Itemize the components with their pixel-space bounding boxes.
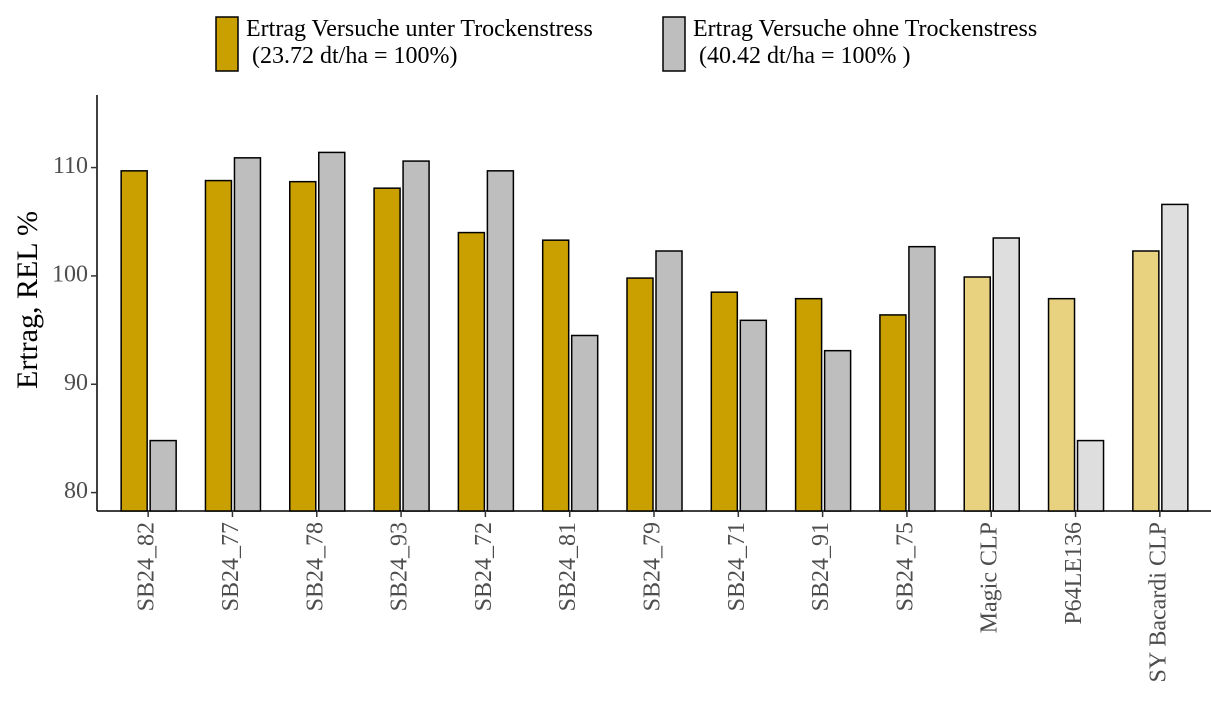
bar — [541, 239, 570, 512]
bar — [963, 276, 991, 512]
bar — [794, 297, 823, 512]
bar — [318, 151, 346, 512]
legend-label: Ertrag Versuche unter Trockenstress (23.7… — [246, 16, 593, 69]
bar — [1161, 203, 1189, 512]
x-tick-label: SB24_91 — [808, 522, 834, 611]
bar — [373, 187, 401, 512]
bar — [570, 334, 599, 512]
x-tick-label: SB24_82 — [134, 522, 160, 611]
bar — [233, 157, 262, 512]
legend-swatch — [662, 16, 686, 72]
bar — [1076, 439, 1105, 512]
bar — [289, 180, 317, 512]
y-tick-label: 100 — [52, 261, 88, 287]
bar — [204, 179, 233, 512]
x-tick-label: SB24_77 — [218, 522, 244, 611]
x-tick-label: SB24_81 — [555, 522, 581, 611]
y-tick-label: 110 — [53, 153, 88, 179]
x-tick-label: P64LE136 — [1061, 522, 1087, 625]
x-tick-label: SB24_71 — [724, 522, 750, 611]
bar — [823, 349, 852, 512]
bar — [149, 439, 177, 512]
y-axis-label: Ertrag, REL % — [11, 211, 44, 389]
y-tick-label: 90 — [64, 370, 88, 396]
x-tick-label: Magic CLP — [977, 522, 1003, 633]
legend-label: Ertrag Versuche ohne Trockenstress (40.42… — [693, 16, 1037, 69]
bar — [1132, 250, 1160, 512]
bar — [402, 160, 430, 512]
bar — [1047, 297, 1076, 512]
legend-swatch — [215, 16, 239, 72]
bar — [879, 314, 907, 512]
bar — [908, 245, 936, 512]
bar — [739, 319, 768, 512]
x-tick-label: SB24_72 — [471, 522, 497, 611]
bar — [457, 231, 486, 512]
bar — [710, 291, 739, 512]
y-tick-label: 80 — [64, 478, 88, 504]
bar — [626, 277, 654, 512]
bar — [486, 170, 515, 512]
x-tick-label: SB24_79 — [640, 522, 666, 611]
x-tick-label: SY Bacardi CLP — [1145, 522, 1171, 682]
bar — [992, 237, 1020, 512]
x-tick-label: SB24_93 — [387, 522, 413, 611]
bar — [120, 170, 148, 512]
x-tick-label: SB24_75 — [892, 522, 918, 611]
bar — [655, 250, 683, 512]
x-tick-label: SB24_78 — [302, 522, 328, 611]
